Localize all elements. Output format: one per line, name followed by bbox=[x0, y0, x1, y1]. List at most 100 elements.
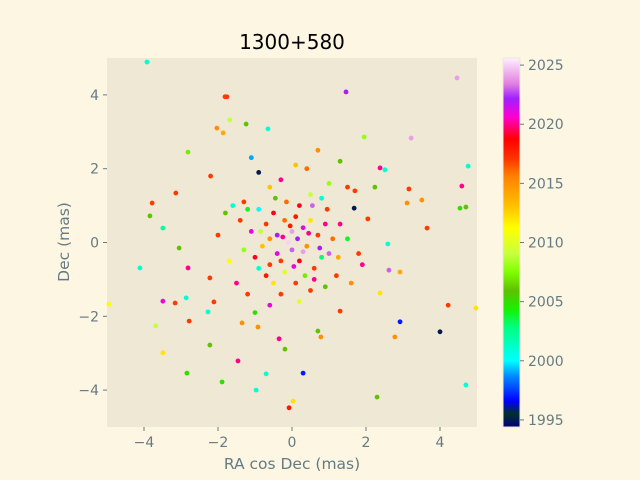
scatter-point bbox=[304, 166, 310, 172]
scatter-point bbox=[223, 210, 228, 216]
scatter-point bbox=[278, 291, 284, 297]
scatter-point bbox=[208, 173, 214, 179]
scatter-point bbox=[343, 89, 349, 95]
scatter-point bbox=[286, 405, 292, 411]
tick-label: −4 bbox=[78, 383, 99, 399]
scatter-point bbox=[185, 149, 191, 155]
scatter-point bbox=[245, 206, 251, 212]
scatter-point bbox=[248, 155, 254, 161]
tick-label: 2025 bbox=[528, 58, 564, 74]
scatter-point bbox=[144, 59, 150, 65]
scatter-point bbox=[463, 204, 469, 210]
scatter-point bbox=[424, 225, 430, 231]
scatter-point bbox=[243, 121, 249, 127]
scatter-point bbox=[224, 94, 230, 100]
scatter-point bbox=[352, 188, 358, 194]
tick-label: −4 bbox=[134, 435, 155, 451]
scatter-point bbox=[293, 214, 299, 220]
scatter-point bbox=[337, 158, 343, 164]
scatter-point bbox=[454, 75, 460, 81]
scatter-point bbox=[226, 258, 232, 264]
scatter-point bbox=[253, 387, 259, 393]
scatter-point bbox=[263, 371, 269, 377]
scatter-point bbox=[282, 269, 287, 275]
scatter-point bbox=[271, 280, 276, 286]
scatter-point bbox=[153, 323, 159, 329]
scatter-point bbox=[315, 328, 321, 334]
scatter-point bbox=[267, 236, 273, 242]
scatter-point bbox=[267, 262, 273, 268]
scatter-point bbox=[334, 273, 339, 279]
scatter-point bbox=[356, 251, 361, 256]
scatter-point bbox=[245, 291, 251, 297]
scatter-point bbox=[230, 203, 236, 209]
scatter-point bbox=[256, 206, 262, 212]
scatter-point bbox=[252, 254, 258, 260]
scatter-point bbox=[457, 205, 463, 211]
scatter-point bbox=[267, 302, 273, 308]
scatter-point bbox=[234, 280, 239, 286]
scatter-point bbox=[211, 299, 217, 305]
scatter-point bbox=[239, 320, 245, 326]
scatter-point bbox=[267, 184, 273, 190]
scatter-point bbox=[278, 177, 284, 183]
scatter-point bbox=[285, 240, 291, 245]
scatter-point bbox=[252, 310, 258, 316]
scatter-point bbox=[397, 319, 403, 325]
tick-label: 2010 bbox=[528, 236, 564, 252]
tick-label: 4 bbox=[90, 88, 99, 104]
scatter-point bbox=[322, 221, 328, 227]
scatter-point bbox=[306, 230, 312, 236]
scatter-point bbox=[345, 184, 350, 190]
scatter-point bbox=[248, 229, 254, 234]
scatter-point bbox=[324, 206, 330, 212]
scatter-point bbox=[291, 264, 297, 269]
scatter-point bbox=[287, 223, 293, 229]
y-axis-label: Dec (mas) bbox=[55, 202, 73, 282]
scatter-point bbox=[106, 301, 112, 307]
scatter-point bbox=[308, 217, 313, 223]
scatter-point bbox=[282, 217, 287, 223]
scatter-point bbox=[185, 265, 191, 271]
scatter-point bbox=[137, 265, 143, 271]
scatter-point bbox=[289, 247, 295, 253]
scatter-point bbox=[359, 262, 365, 268]
scatter-point bbox=[337, 221, 343, 227]
scatter-point bbox=[278, 258, 284, 264]
plot-area bbox=[107, 58, 477, 427]
scatter-point bbox=[149, 200, 155, 206]
scatter-point bbox=[473, 305, 479, 311]
chart-title: 1300+580 bbox=[239, 30, 345, 54]
scatter-point bbox=[419, 197, 425, 203]
scatter-point bbox=[319, 254, 324, 260]
scatter-point bbox=[318, 334, 324, 340]
scatter-point bbox=[465, 163, 471, 169]
scatter-point bbox=[351, 205, 357, 211]
scatter-point bbox=[276, 336, 282, 342]
scatter-point bbox=[297, 299, 302, 304]
tick-label: 2015 bbox=[528, 176, 564, 192]
scatter-point bbox=[173, 190, 179, 196]
scatter-point bbox=[404, 200, 410, 206]
scatter-point bbox=[207, 275, 213, 281]
tick-label: −2 bbox=[78, 309, 99, 325]
tick-label: 2 bbox=[362, 435, 371, 451]
scatter-point bbox=[308, 288, 313, 293]
scatter-point bbox=[258, 229, 263, 234]
scatter-point bbox=[219, 379, 225, 385]
scatter-point bbox=[184, 370, 190, 376]
scatter-point bbox=[237, 217, 243, 223]
scatter-point bbox=[348, 280, 354, 286]
scatter-point bbox=[293, 162, 299, 168]
scatter-point bbox=[214, 125, 220, 131]
x-axis-ticks: −4 −2 0 2 4 bbox=[134, 427, 445, 451]
scatter-point bbox=[147, 213, 153, 219]
scatter-point bbox=[463, 382, 469, 388]
scatter-point bbox=[382, 167, 388, 173]
scatter-point bbox=[172, 300, 178, 306]
scatter-point bbox=[256, 169, 262, 175]
scatter-point bbox=[322, 284, 328, 290]
scatter-point bbox=[282, 346, 288, 352]
scatter-point bbox=[315, 147, 321, 153]
